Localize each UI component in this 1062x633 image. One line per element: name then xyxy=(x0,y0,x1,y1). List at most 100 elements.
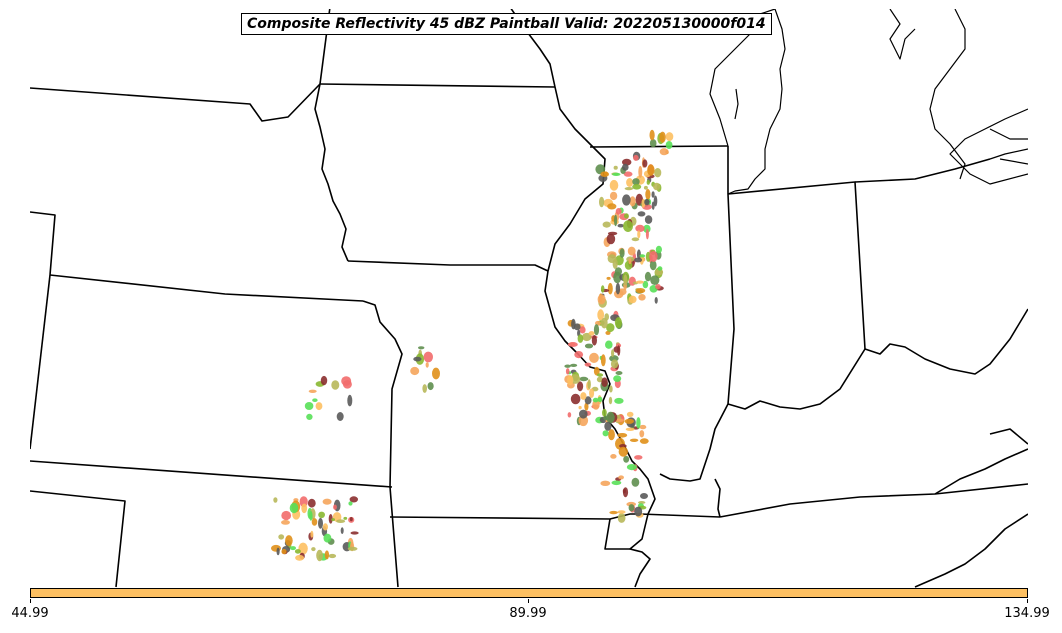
border-wi-il xyxy=(589,145,729,148)
border-in-ky xyxy=(727,308,1028,410)
paintball-cell xyxy=(618,475,624,480)
paintball-cell xyxy=(611,349,615,357)
paintball-cell xyxy=(647,164,655,176)
paintball-cell xyxy=(308,389,317,393)
paintball-cell xyxy=(665,141,673,149)
paintball-cell xyxy=(413,356,422,362)
paintball-cell xyxy=(631,477,640,487)
paintball-cell xyxy=(588,331,595,336)
paintball-cell xyxy=(631,237,640,242)
paintball-cell xyxy=(295,554,305,561)
paintball-cell xyxy=(609,510,618,515)
paintball-cell xyxy=(323,533,332,543)
paintball-cell xyxy=(649,129,655,141)
paintball-cell xyxy=(627,246,636,256)
border-sd-ne xyxy=(30,83,321,122)
paintball-cell xyxy=(427,382,434,391)
map-canvas xyxy=(30,9,1028,588)
paintball-cell xyxy=(574,351,584,359)
paintball-cell xyxy=(651,191,655,198)
paintball-cell xyxy=(281,548,287,555)
paintball-cell xyxy=(617,510,626,514)
paintball-cell xyxy=(580,392,587,400)
paintball-cell xyxy=(347,546,358,551)
paintball-cell xyxy=(322,523,328,531)
paintball-cell xyxy=(278,534,285,540)
paintball-cell xyxy=(644,215,653,224)
colorbar-tick xyxy=(1027,599,1028,603)
lake-erie xyxy=(989,148,1028,160)
paintball-cell xyxy=(597,294,606,305)
colorbar xyxy=(30,588,1028,598)
paintball-cell xyxy=(639,424,647,430)
paintball-cell xyxy=(318,511,325,518)
paintball-cell xyxy=(602,430,609,437)
paintball-cell xyxy=(597,396,603,403)
border-tn-se xyxy=(914,513,1028,588)
paintball-cell xyxy=(309,511,313,521)
paintball-cell xyxy=(565,368,570,375)
paintball-cell xyxy=(584,343,594,349)
paintball-cell xyxy=(642,159,648,168)
paintball-cell xyxy=(650,275,660,286)
paintball-cell xyxy=(640,493,648,499)
paintball-cell xyxy=(613,271,622,284)
paintball-cell xyxy=(606,233,616,245)
paintball-cell xyxy=(584,402,589,411)
paintball-cell xyxy=(608,429,615,441)
paintball-cell xyxy=(635,288,646,294)
paintball-cell xyxy=(665,132,674,142)
border-ne-co xyxy=(30,211,56,276)
paintball-cell xyxy=(306,413,313,420)
paintball-cell xyxy=(638,165,643,178)
paintball-cell xyxy=(624,213,629,219)
paintball-cell xyxy=(628,258,632,265)
paintball-cell xyxy=(643,224,651,233)
paintball-cell xyxy=(578,405,582,410)
paintball-cell xyxy=(646,179,650,185)
paintball-cell xyxy=(311,547,316,552)
paintball-cell xyxy=(318,517,323,529)
paintball-cell xyxy=(564,364,571,368)
paintball-cell xyxy=(608,396,613,405)
paintball-cell xyxy=(633,154,639,161)
paintball-cell xyxy=(597,309,605,321)
paintball-cell xyxy=(304,402,314,410)
paintball-cell xyxy=(643,185,648,190)
paintball-cell xyxy=(322,498,332,505)
paintball-cell xyxy=(570,363,578,367)
lake-winnebago xyxy=(734,88,739,120)
paintball-cell xyxy=(600,354,606,367)
map-title: Composite Reflectivity 45 dBZ Paintball … xyxy=(241,13,772,35)
paintball-cell xyxy=(601,377,608,388)
border-mo-bootheel xyxy=(604,518,630,550)
paintball-cell xyxy=(609,179,619,191)
paintball-cell xyxy=(602,221,611,228)
paintball-cell xyxy=(645,189,651,200)
border-ky-west xyxy=(714,478,721,518)
paintball-cell xyxy=(619,248,625,258)
paintball-cell xyxy=(635,193,643,206)
paintball-cell xyxy=(622,194,631,206)
paintball-cell xyxy=(604,421,612,431)
paintball-cell xyxy=(613,375,622,382)
paintball-cell xyxy=(418,346,425,350)
paintball-cell xyxy=(644,198,650,206)
paintball-cell xyxy=(589,352,599,363)
paintball-cell xyxy=(615,282,621,295)
paintball-cell xyxy=(315,402,323,411)
paintball-cell xyxy=(425,362,429,368)
colorbar-tick xyxy=(528,599,529,603)
paintball-cell xyxy=(333,504,337,510)
paintball-cell xyxy=(634,455,643,460)
paintball-cell xyxy=(610,454,617,459)
paintball-cell xyxy=(642,280,649,289)
georgian-bay xyxy=(889,9,916,60)
paintball-cell xyxy=(328,553,337,559)
paintball-cell xyxy=(629,196,636,207)
paintball-cell xyxy=(614,397,624,404)
paintball-cell xyxy=(617,513,626,523)
border-il-in xyxy=(659,146,735,482)
paintball-cell xyxy=(653,195,658,207)
paintball-cell xyxy=(311,518,318,526)
